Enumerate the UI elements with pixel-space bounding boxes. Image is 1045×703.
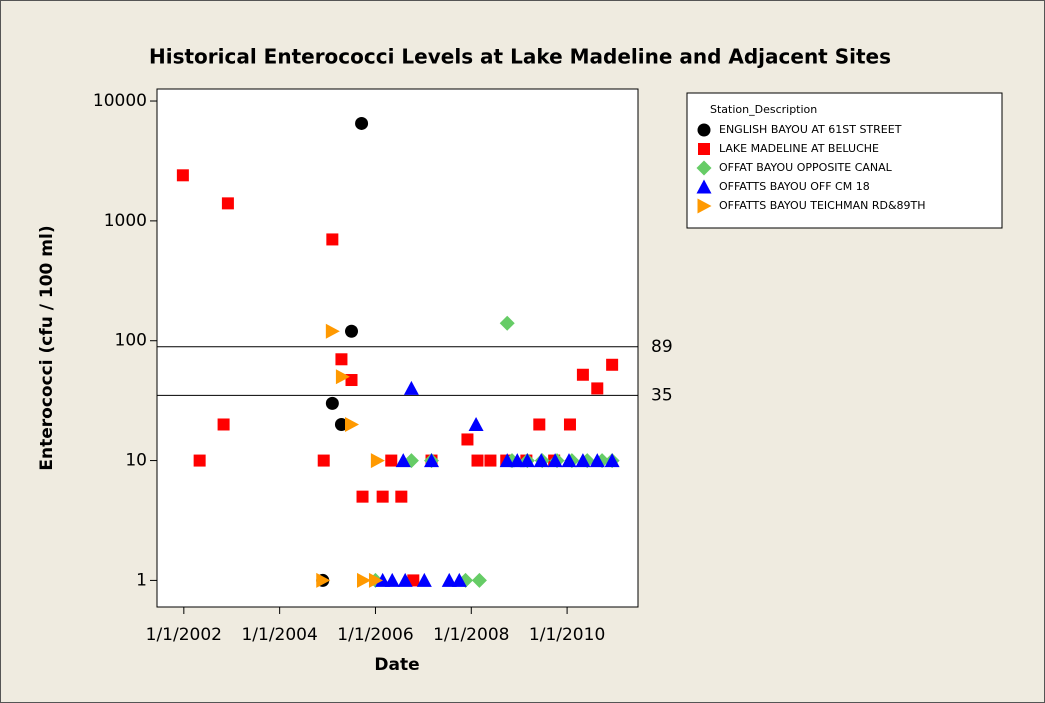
point — [221, 197, 234, 210]
point — [533, 453, 549, 468]
point — [561, 453, 577, 468]
point — [397, 572, 413, 587]
legend-label: LAKE MADELINE AT BELUCHE — [719, 142, 879, 155]
point — [606, 358, 619, 371]
point — [355, 116, 369, 130]
reference-label: 35 — [651, 385, 673, 405]
chart-title: Historical Enterococci Levels at Lake Ma… — [149, 45, 891, 69]
point — [589, 453, 605, 468]
legend-label: OFFATTS BAYOU TEICHMAN RD&89TH — [719, 199, 926, 212]
point — [547, 453, 563, 468]
point — [604, 453, 620, 468]
point — [461, 433, 474, 446]
x-tick-label: 1/1/2002 — [146, 625, 222, 645]
point — [384, 572, 400, 587]
x-tick-label: 1/1/2006 — [337, 625, 413, 645]
legend-title: Station_Description — [710, 103, 817, 116]
y-tick-label: 1000 — [104, 211, 147, 231]
legend-marker — [697, 198, 712, 214]
legend-label: ENGLISH BAYOU AT 61ST STREET — [719, 123, 902, 136]
point — [416, 572, 432, 587]
point — [499, 453, 515, 468]
point — [575, 453, 591, 468]
point — [335, 353, 348, 366]
point — [471, 572, 487, 588]
legend-marker — [698, 143, 710, 155]
point — [176, 169, 189, 182]
y-tick-label: 1 — [136, 570, 147, 590]
point — [499, 315, 515, 331]
point — [471, 454, 484, 467]
y-axis-label: Enterococci (cfu / 100 ml) — [37, 225, 57, 470]
point — [376, 490, 389, 503]
point — [441, 572, 457, 587]
point — [316, 572, 331, 588]
legend-label: OFFATTS BAYOU OFF CM 18 — [719, 180, 870, 193]
point — [317, 454, 330, 467]
reference-label: 89 — [651, 337, 673, 357]
x-tick-label: 1/1/2010 — [529, 625, 605, 645]
point — [193, 454, 206, 467]
y-tick-label: 10000 — [93, 91, 147, 111]
point — [424, 453, 440, 468]
point — [335, 369, 350, 385]
legend-label: OFFAT BAYOU OPPOSITE CANAL — [719, 161, 893, 174]
point — [325, 396, 339, 410]
y-tick-label: 100 — [115, 331, 147, 351]
point — [468, 416, 484, 431]
point — [385, 454, 398, 467]
x-tick-label: 1/1/2008 — [433, 625, 509, 645]
y-tick-label: 10 — [125, 451, 147, 471]
point — [519, 453, 535, 468]
point — [326, 233, 339, 246]
point — [334, 417, 348, 431]
point — [370, 453, 385, 469]
point — [217, 418, 230, 431]
point — [509, 453, 525, 468]
point — [403, 380, 419, 395]
point — [395, 453, 411, 468]
x-axis-label: Date — [374, 655, 419, 675]
point — [395, 490, 408, 503]
legend — [686, 92, 1003, 229]
point — [356, 490, 369, 503]
point — [576, 368, 589, 381]
plot-area — [156, 88, 639, 608]
point — [451, 572, 467, 587]
legend-marker — [696, 179, 712, 194]
point — [533, 418, 546, 431]
point — [356, 572, 371, 588]
point — [325, 323, 340, 339]
x-tick-label: 1/1/2004 — [241, 625, 317, 645]
point — [345, 324, 359, 338]
point — [563, 418, 576, 431]
point — [368, 572, 383, 588]
point — [375, 572, 391, 587]
point — [345, 416, 360, 432]
point — [591, 382, 604, 395]
legend-marker — [697, 123, 711, 137]
legend-marker — [696, 160, 712, 176]
point — [484, 454, 497, 467]
